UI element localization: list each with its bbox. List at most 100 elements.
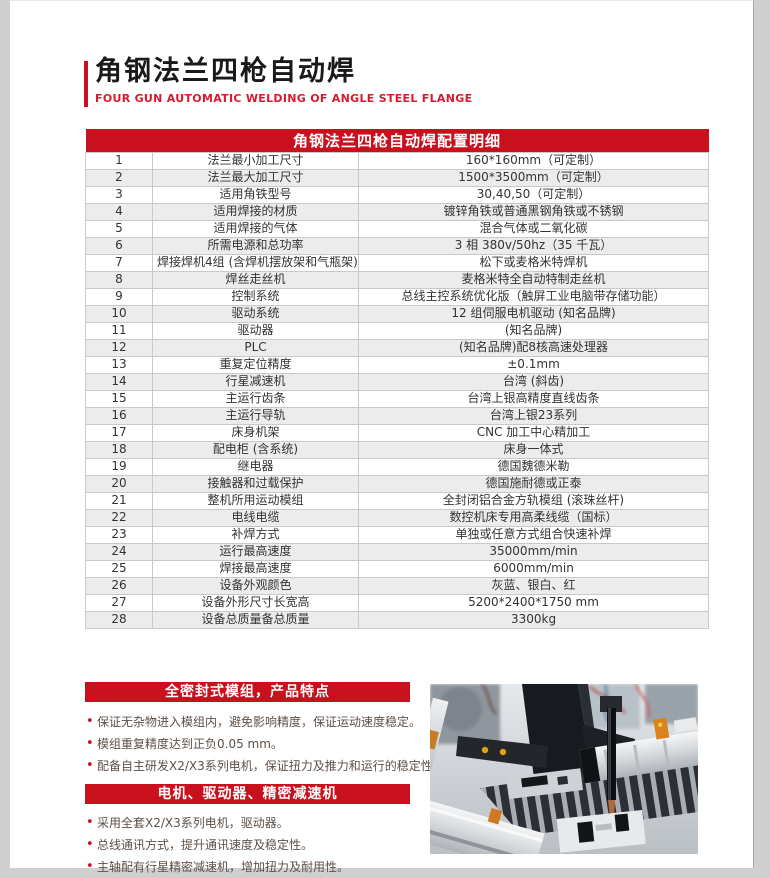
title-block: 角钢法兰四枪自动焊 FOUR GUN AUTOMATIC WELDING OF … <box>84 56 472 107</box>
row-number: 1 <box>85 151 153 170</box>
table-row: 17 床身机架 CNC 加工中心精加工 <box>85 423 710 442</box>
table-row: 27 设备外形尺寸长宽高 5200*2400*1750 mm <box>85 593 710 612</box>
row-item-value: 5200*2400*1750 mm <box>357 593 710 612</box>
row-item-name: 法兰最小加工尺寸 <box>152 151 359 170</box>
row-item-value: 灰蓝、银白、红 <box>357 576 710 595</box>
row-item-value: 台湾上银高精度直线齿条 <box>357 389 710 408</box>
row-item-name: 所需电源和总功率 <box>152 236 359 255</box>
bullet-item: 采用全套X2/X3系列电机，驱动器。 <box>86 812 410 834</box>
table-row: 23 补焊方式 单独或任意方式组合快速补焊 <box>85 525 710 544</box>
row-item-value: (知名品牌)配8核高速处理器 <box>357 338 710 357</box>
bullet-item: 模组重复精度达到正负0.05 mm。 <box>86 733 410 755</box>
row-item-name: 焊接焊机4组 (含焊机摆放架和气瓶架) <box>152 253 359 272</box>
table-row: 9 控制系统 总线主控系统优化版（触屏工业电脑带存储功能） <box>85 287 710 306</box>
section-heading-sealed-module: 全密封式模组，产品特点 <box>85 682 410 702</box>
bullet-item: 保证无杂物进入模组内，避免影响精度，保证运动速度稳定。 <box>86 711 421 733</box>
row-item-value: (知名品牌) <box>357 321 710 340</box>
row-item-name: 驱动系统 <box>152 304 359 323</box>
row-item-value: 全封闭铝合金方轨模组 (滚珠丝杆) <box>357 491 710 510</box>
table-row: 5 适用焊接的气体 混合气体或二氧化碳 <box>85 219 710 238</box>
row-item-name: 电线电缆 <box>152 508 359 527</box>
row-number: 27 <box>85 593 153 612</box>
row-number: 16 <box>85 406 153 425</box>
table-row: 24 运行最高速度 35000mm/min <box>85 542 710 561</box>
row-item-value: 12 组伺服电机驱动 (知名品牌) <box>357 304 710 323</box>
row-item-name: 行星减速机 <box>152 372 359 391</box>
table-row: 19 继电器 德国魏德米勒 <box>85 457 710 476</box>
row-item-name: 配电柜 (含系统) <box>152 440 359 459</box>
row-item-value: 单独或任意方式组合快速补焊 <box>357 525 710 544</box>
bullet-item: 总线通讯方式，提升通讯速度及稳定性。 <box>86 834 410 856</box>
row-item-name: 重复定位精度 <box>152 355 359 374</box>
row-item-name: 设备总质量备总质量 <box>152 610 359 629</box>
row-item-value: 床身一体式 <box>357 440 710 459</box>
row-item-name: PLC <box>152 338 359 357</box>
row-item-name: 主运行导轨 <box>152 406 359 425</box>
table-row: 12 PLC (知名品牌)配8核高速处理器 <box>85 338 710 357</box>
row-item-name: 继电器 <box>152 457 359 476</box>
row-number: 24 <box>85 542 153 561</box>
row-number: 20 <box>85 474 153 493</box>
row-item-value: 数控机床专用高柔线缆（国标） <box>357 508 710 527</box>
row-number: 19 <box>85 457 153 476</box>
row-item-name: 焊接最高速度 <box>152 559 359 578</box>
table-row: 25 焊接最高速度 6000mm/min <box>85 559 710 578</box>
page-title: 角钢法兰四枪自动焊 <box>95 56 356 87</box>
table-row: 6 所需电源和总功率 3 相 380v/50hz（35 千瓦） <box>85 236 710 255</box>
row-number: 25 <box>85 559 153 578</box>
row-item-value: 160*160mm（可定制） <box>357 151 710 170</box>
title-accent-bar <box>84 61 88 107</box>
table-row: 4 适用焊接的材质 镀锌角铁或普通黑钢角铁或不锈钢 <box>85 202 710 221</box>
row-number: 8 <box>85 270 153 289</box>
row-item-value: 混合气体或二氧化碳 <box>357 219 710 238</box>
row-item-name: 焊丝走丝机 <box>152 270 359 289</box>
row-item-name: 设备外观颜色 <box>152 576 359 595</box>
table-row: 20 接触器和过载保护 德国施耐德或正泰 <box>85 474 710 493</box>
row-item-name: 驱动器 <box>152 321 359 340</box>
row-item-name: 补焊方式 <box>152 525 359 544</box>
row-number: 15 <box>85 389 153 408</box>
row-number: 9 <box>85 287 153 306</box>
table-row: 18 配电柜 (含系统) 床身一体式 <box>85 440 710 459</box>
bullet-item: 主轴配有行星精密减速机，增加扭力及耐用性。 <box>86 856 410 878</box>
sealed-module-bullet-list: 保证无杂物进入模组内，避免影响精度，保证运动速度稳定。模组重复精度达到正负0.0… <box>86 711 445 777</box>
bullet-item: 配备自主研发X2/X3系列电机，保证扭力及推力和运行的稳定性。 <box>86 755 445 777</box>
row-number: 10 <box>85 304 153 323</box>
row-number: 3 <box>85 185 153 204</box>
row-number: 18 <box>85 440 153 459</box>
row-item-name: 整机所用运动模组 <box>152 491 359 510</box>
table-row: 28 设备总质量备总质量 3300kg <box>85 610 710 629</box>
page: 角钢法兰四枪自动焊 FOUR GUN AUTOMATIC WELDING OF … <box>10 0 754 878</box>
row-item-value: 1500*3500mm（可定制） <box>357 168 710 187</box>
row-item-value: 德国施耐德或正泰 <box>357 474 710 493</box>
table-row: 3 适用角铁型号 30,40,50（可定制） <box>85 185 710 204</box>
motor-drive-bullet-list: 采用全套X2/X3系列电机，驱动器。总线通讯方式，提升通讯速度及稳定性。主轴配有… <box>86 812 410 878</box>
row-number: 14 <box>85 372 153 391</box>
row-number: 12 <box>85 338 153 357</box>
row-item-value: ±0.1mm <box>357 355 710 374</box>
table-row: 26 设备外观颜色 灰蓝、银白、红 <box>85 576 710 595</box>
row-number: 17 <box>85 423 153 442</box>
table-row: 14 行星减速机 台湾 (斜齿) <box>85 372 710 391</box>
table-row: 2 法兰最大加工尺寸 1500*3500mm（可定制） <box>85 168 710 187</box>
table-row: 22 电线电缆 数控机床专用高柔线缆（国标） <box>85 508 710 527</box>
row-number: 2 <box>85 168 153 187</box>
row-item-value: 镀锌角铁或普通黑钢角铁或不锈钢 <box>357 202 710 221</box>
spec-table-title: 角钢法兰四枪自动焊配置明细 <box>85 129 709 152</box>
row-number: 13 <box>85 355 153 374</box>
table-row: 7 焊接焊机4组 (含焊机摆放架和气瓶架) 松下或麦格米特焊机 <box>85 253 710 272</box>
row-item-name: 适用焊接的材质 <box>152 202 359 221</box>
table-row: 16 主运行导轨 台湾上银23系列 <box>85 406 710 425</box>
table-row: 13 重复定位精度 ±0.1mm <box>85 355 710 374</box>
row-item-value: 总线主控系统优化版（触屏工业电脑带存储功能） <box>357 287 710 306</box>
row-number: 7 <box>85 253 153 272</box>
table-row: 15 主运行齿条 台湾上银高精度直线齿条 <box>85 389 710 408</box>
row-item-value: 3300kg <box>357 610 710 629</box>
row-item-value: 3 相 380v/50hz（35 千瓦） <box>357 236 710 255</box>
row-item-name: 接触器和过载保护 <box>152 474 359 493</box>
row-item-name: 适用焊接的气体 <box>152 219 359 238</box>
row-number: 22 <box>85 508 153 527</box>
row-item-value: 德国魏德米勒 <box>357 457 710 476</box>
table-row: 10 驱动系统 12 组伺服电机驱动 (知名品牌) <box>85 304 710 323</box>
row-item-value: 35000mm/min <box>357 542 710 561</box>
